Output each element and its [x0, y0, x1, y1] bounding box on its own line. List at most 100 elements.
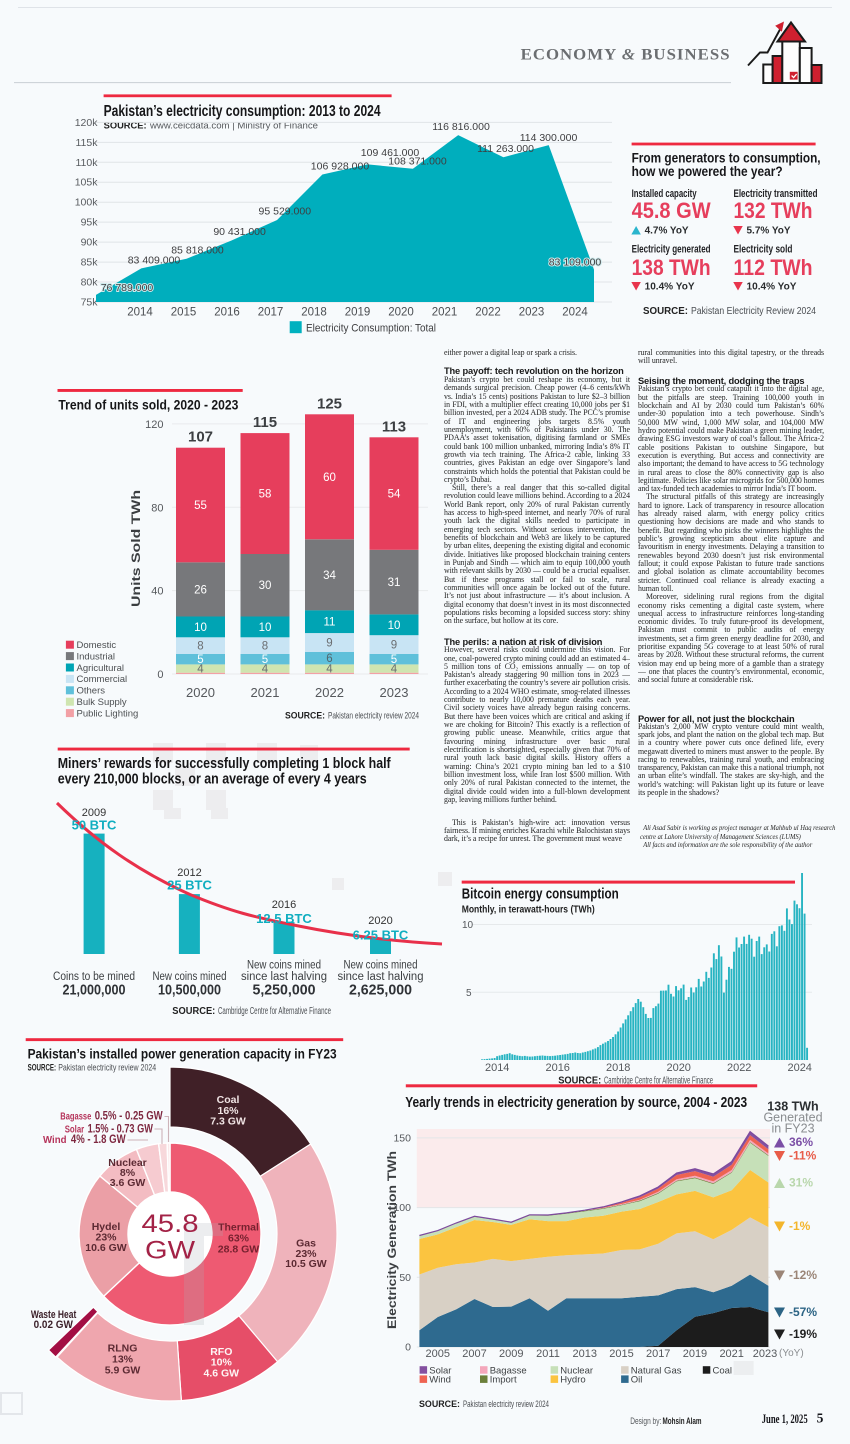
svg-text:80: 80 [151, 502, 163, 514]
svg-text:Cambridge Centre for Alternati: Cambridge Centre for Alternative Finance [604, 1076, 713, 1087]
svg-text:Electricity sold: Electricity sold [734, 244, 793, 256]
svg-text:Gas: Gas [296, 1237, 316, 1249]
svg-text:June 1, 2025: June 1, 2025 [762, 1412, 808, 1426]
svg-text:Electricity Generation TWh: Electricity Generation TWh [387, 1151, 399, 1329]
svg-text:5,250,000: 5,250,000 [253, 982, 316, 999]
svg-text:2012: 2012 [177, 867, 201, 879]
svg-text:Monthly, in terawatt-hours (TW: Monthly, in terawatt-hours (TWh) [462, 905, 595, 916]
svg-text:36%: 36% [789, 1135, 813, 1149]
svg-text:2022: 2022 [315, 685, 344, 700]
svg-text:Pakistan’s installed power gen: Pakistan’s installed power generation ca… [28, 1046, 337, 1062]
svg-text:138 TWh: 138 TWh [632, 255, 711, 280]
svg-text:Commercial: Commercial [77, 674, 128, 685]
svg-text:4.7% YoY: 4.7% YoY [645, 225, 689, 237]
svg-text:9: 9 [326, 638, 332, 650]
svg-text:2018: 2018 [301, 307, 327, 319]
svg-text:Nuclear: Nuclear [108, 1157, 147, 1169]
svg-text:Pakistan electricity review 20: Pakistan electricity review 2024 [328, 711, 419, 722]
svg-text:4: 4 [391, 664, 398, 676]
svg-text:2011: 2011 [536, 1348, 560, 1360]
svg-text:SOURCE:: SOURCE: [558, 1076, 601, 1087]
svg-text:6.25 BTC: 6.25 BTC [353, 928, 409, 943]
svg-text:10: 10 [388, 620, 401, 632]
svg-text:2019: 2019 [345, 307, 371, 319]
svg-text:2020: 2020 [186, 685, 215, 700]
svg-text:76 789.000: 76 789.000 [101, 282, 154, 294]
svg-text:8: 8 [197, 641, 203, 653]
svg-text:95 529.000: 95 529.000 [259, 206, 312, 218]
svg-text:New coins mined: New coins mined [153, 971, 227, 983]
svg-text:Thermal: Thermal [218, 1221, 259, 1233]
svg-text:2021: 2021 [251, 685, 280, 700]
svg-text:Hydel: Hydel [92, 1221, 121, 1233]
svg-text:ECONOMY & BUSINESS: ECONOMY & BUSINESS [521, 47, 731, 64]
svg-text:2022: 2022 [727, 1062, 751, 1074]
svg-text:50 BTC: 50 BTC [72, 818, 117, 833]
svg-text:Waste Heat: Waste Heat [31, 1309, 77, 1321]
svg-text:132 TWh: 132 TWh [734, 198, 813, 223]
svg-text:31%: 31% [789, 1176, 813, 1190]
svg-text:80k: 80k [81, 277, 99, 289]
svg-text:Coins to be mined: Coins to be mined [53, 971, 135, 983]
svg-text:Industrial: Industrial [77, 651, 116, 662]
svg-text:10: 10 [462, 920, 474, 931]
svg-text:4: 4 [326, 664, 333, 676]
svg-text:2016: 2016 [545, 1062, 569, 1074]
svg-text:8%: 8% [120, 1167, 136, 1179]
svg-text:2020: 2020 [368, 915, 392, 927]
svg-text:13%: 13% [112, 1353, 134, 1365]
svg-text:2022: 2022 [475, 307, 501, 319]
svg-text:Domestic: Domestic [77, 640, 117, 651]
svg-text:GW: GW [145, 1237, 195, 1265]
svg-text:7.3 GW: 7.3 GW [210, 1116, 246, 1128]
svg-text:2020: 2020 [388, 307, 414, 319]
svg-text:85k: 85k [81, 257, 99, 269]
svg-text:Pakistan electricity review 20: Pakistan electricity review 2024 [463, 1399, 549, 1410]
svg-text:Nuclear: Nuclear [560, 1365, 593, 1376]
svg-text:Solar: Solar [429, 1365, 451, 1376]
svg-text:0.5% - 0.25 GW: 0.5% - 0.25 GW [95, 1111, 163, 1123]
svg-text:10.4% YoY: 10.4% YoY [645, 281, 695, 293]
svg-text:2024: 2024 [562, 307, 588, 319]
svg-text:SOURCE:: SOURCE: [419, 1399, 460, 1410]
svg-text:120k: 120k [75, 117, 99, 129]
svg-text:85 818.000: 85 818.000 [171, 245, 224, 257]
svg-text:55: 55 [194, 500, 207, 512]
svg-text:75k: 75k [81, 297, 99, 309]
svg-text:in FY23: in FY23 [771, 1122, 814, 1136]
svg-text:SOURCE:: SOURCE: [172, 1006, 215, 1017]
svg-text:RFO: RFO [210, 1346, 232, 1358]
svg-text:30: 30 [259, 580, 272, 592]
svg-text:115: 115 [253, 414, 277, 431]
svg-text:Coal: Coal [217, 1094, 240, 1106]
svg-text:2005: 2005 [426, 1348, 450, 1360]
svg-text:0: 0 [157, 669, 163, 681]
svg-text:3.6 GW: 3.6 GW [110, 1177, 146, 1189]
svg-text:Electricity Consumption: Total: Electricity Consumption: Total [306, 323, 436, 335]
svg-text:4: 4 [197, 664, 204, 676]
svg-text:2023: 2023 [753, 1348, 777, 1360]
svg-text:2015: 2015 [609, 1348, 633, 1360]
svg-text:Natural Gas: Natural Gas [631, 1365, 682, 1376]
svg-text:Bulk Supply: Bulk Supply [77, 697, 127, 708]
svg-text:0.02 GW: 0.02 GW [34, 1319, 74, 1331]
svg-text:45.8 GW: 45.8 GW [632, 198, 712, 223]
svg-text:Wind: Wind [429, 1375, 451, 1386]
svg-text:Pakistan electricity review 20: Pakistan electricity review 2024 [58, 1062, 156, 1072]
svg-text:since last halving: since last halving [338, 971, 424, 983]
svg-text:90k: 90k [81, 237, 99, 249]
svg-text:2021: 2021 [719, 1348, 743, 1360]
svg-text:2015: 2015 [171, 307, 197, 319]
svg-text:2021: 2021 [432, 307, 458, 319]
svg-text:10: 10 [259, 622, 272, 634]
svg-text:Pakistan Electricity Review 20: Pakistan Electricity Review 2024 [691, 306, 816, 317]
svg-text:-19%: -19% [789, 1327, 817, 1341]
svg-text:every 210,000 blocks, or an av: every 210,000 blocks, or an average of e… [58, 772, 367, 788]
svg-text:113: 113 [382, 418, 406, 435]
svg-text:6: 6 [326, 653, 332, 665]
svg-text:105k: 105k [75, 177, 99, 189]
svg-text:40: 40 [151, 586, 163, 598]
svg-text:5: 5 [197, 654, 203, 666]
svg-text:112 TWh: 112 TWh [734, 255, 813, 280]
svg-text:-1%: -1% [789, 1219, 811, 1233]
